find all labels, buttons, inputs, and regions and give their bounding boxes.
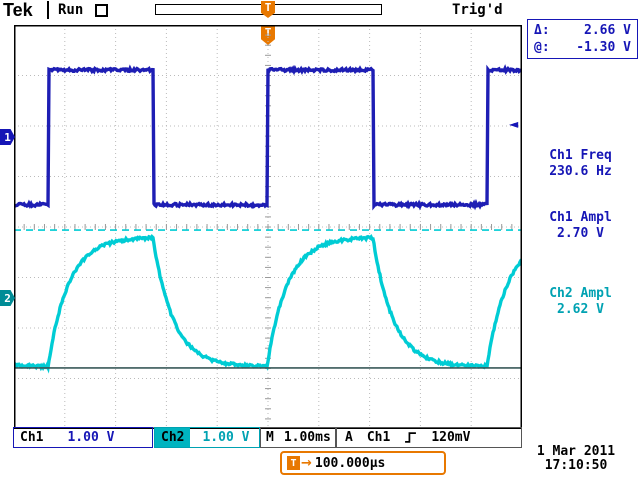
- ch1-ground-marker: 1: [0, 129, 15, 145]
- trigger-info-readout: A Ch1 120mV: [336, 427, 522, 448]
- timebase-readout: M 1.00ms: [260, 427, 336, 448]
- acquisition-status: Run: [58, 2, 84, 18]
- arrow-right-icon: →: [301, 455, 312, 471]
- cursor-readout: Δ: 2.66 V @: -1.30 V: [527, 19, 638, 59]
- measurement-label: Ch1 Freq: [549, 148, 612, 163]
- measurement-ch2-ampl: Ch2 Ampl 2.62 V: [523, 286, 638, 318]
- measurement-value: 230.6 Hz: [549, 164, 612, 179]
- tek-logo: Tek: [3, 0, 33, 20]
- ch2-label: Ch2: [155, 428, 191, 447]
- graticule: [14, 25, 522, 429]
- rising-slope-icon: [405, 432, 417, 443]
- trigger-status: Trig'd: [452, 2, 503, 18]
- measurement-label: Ch2 Ampl: [549, 286, 612, 301]
- ch2-ground-marker: 2: [0, 290, 15, 306]
- t-flag-icon: T: [287, 456, 300, 470]
- cursor-delta-label: Δ:: [534, 23, 550, 38]
- measurement-ch1-freq: Ch1 Freq 230.6 Hz: [523, 148, 638, 180]
- horizontal-position-readout: T → 100.000µs: [280, 451, 446, 475]
- trigger-level-arrow-icon: ◄: [509, 117, 519, 131]
- ch1-label: Ch1: [20, 430, 44, 445]
- header-divider: [47, 1, 49, 19]
- timebase-label: M: [266, 430, 274, 445]
- time-text: 17:10:50: [544, 458, 608, 473]
- cursor-at-label: @:: [534, 40, 550, 55]
- ch1-scale-value: 1.00 V: [67, 430, 115, 445]
- trigger-level-value: 120mV: [431, 430, 471, 445]
- date-text: 1 Mar 2011: [536, 444, 616, 459]
- measurement-label: Ch1 Ampl: [549, 210, 612, 225]
- datetime: 1 Mar 2011 17:10:50: [524, 445, 628, 473]
- measurement-ch1-ampl: Ch1 Ampl 2.70 V: [523, 210, 638, 242]
- ch1-scale-readout: Ch1 1.00 V: [13, 427, 153, 448]
- horizontal-position-value: 100.000µs: [314, 455, 386, 471]
- trigger-source: Ch1: [366, 430, 391, 445]
- cursor-at-value: -1.30 V: [576, 40, 631, 55]
- measurement-value: 2.70 V: [557, 226, 604, 241]
- ch2-scale-readout: Ch2 1.00 V: [154, 427, 260, 448]
- trigger-mode-label: A: [345, 430, 353, 445]
- timebase-value: 1.00ms: [283, 430, 331, 445]
- measurement-value: 2.62 V: [557, 302, 604, 317]
- cursor-delta-value: 2.66 V: [584, 23, 631, 38]
- ch2-scale-value: 1.00 V: [202, 430, 250, 445]
- trigger-position-flag-bar-icon: T: [261, 1, 275, 18]
- record-view-icon: [95, 4, 108, 17]
